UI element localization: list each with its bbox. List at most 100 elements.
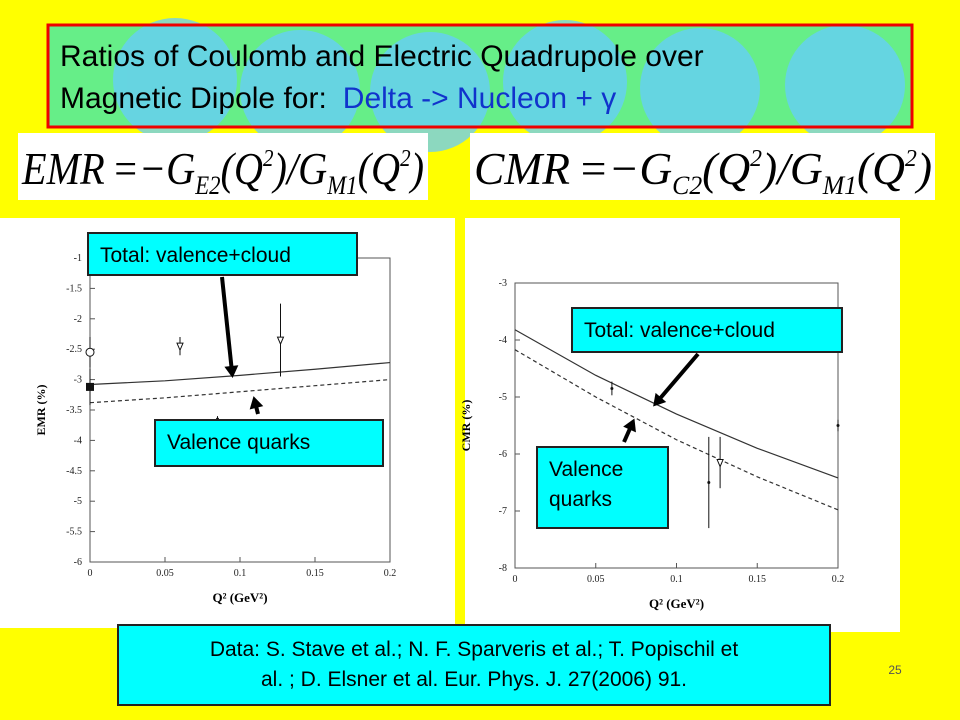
data-point bbox=[610, 386, 614, 390]
x-tick-label: 0.05 bbox=[156, 568, 174, 579]
x-tick-label: 0.1 bbox=[670, 574, 683, 585]
formula-box bbox=[18, 133, 428, 200]
formula: EMR=−GE2(Q2)/GM1(Q2) bbox=[21, 143, 424, 200]
charts: -1 -1.5 -2 -2.5 -3 -3.5 -4 -4.5 -5 -5.5 -6 0 0.05 0.1… bbox=[34, 232, 844, 611]
curve bbox=[514, 349, 839, 511]
data-point bbox=[176, 342, 184, 352]
formula-part: 2 bbox=[400, 146, 411, 172]
title-line: Magnetic Dipole for: Delta -> Nucleon + γ bbox=[60, 82, 616, 115]
title-border bbox=[46, 23, 914, 129]
title-part: Delta -> Nucleon + γ bbox=[343, 82, 616, 115]
formula-part: EMR bbox=[21, 143, 105, 194]
data-point bbox=[836, 424, 840, 427]
x-tick-label: 0.05 bbox=[587, 574, 605, 585]
formula-part: ) bbox=[408, 143, 424, 194]
chart: -1 -1.5 -2 -2.5 -3 -3.5 -4 -4.5 -5 -5.5 -6 0 0.05 0.1… bbox=[34, 232, 397, 605]
formula-part: CMR bbox=[474, 143, 570, 194]
formula-part: −G bbox=[139, 143, 195, 194]
y-tick-label: -2 bbox=[74, 314, 82, 325]
formula-part: (Q bbox=[221, 143, 264, 194]
data-point bbox=[707, 481, 711, 484]
title-decoration bbox=[113, 18, 905, 152]
annotation-text: Valence bbox=[549, 458, 623, 481]
y-tick-label: -3.5 bbox=[66, 405, 82, 416]
x-tick-label: 0 bbox=[513, 574, 518, 585]
title-line: Ratios of Coulomb and Electric Quadrupol… bbox=[60, 40, 704, 73]
formula-part: M1 bbox=[822, 171, 857, 200]
annotation-arrowhead bbox=[623, 418, 636, 433]
annotation-arrowhead bbox=[653, 392, 667, 407]
y-tick-label: -1.5 bbox=[66, 283, 82, 294]
chart: -3 -4 -5 -6 -7 -8 0 0.05 0.1 0.15 0.2 CMR (%) Q² (Ge… bbox=[459, 278, 844, 611]
data-point bbox=[716, 459, 724, 468]
formula-part: (Q bbox=[857, 143, 905, 194]
y-tick-label: -4 bbox=[499, 335, 507, 346]
formula-part: = bbox=[578, 143, 609, 194]
y-tick-label: -3 bbox=[499, 278, 507, 289]
footer-box bbox=[117, 624, 831, 706]
y-tick-label: -4 bbox=[74, 435, 82, 446]
annotation-box bbox=[154, 419, 384, 467]
x-axis-label: Q² (GeV²) bbox=[649, 596, 704, 611]
y-axis-label: CMR (%) bbox=[459, 400, 473, 452]
formula-part: E2 bbox=[194, 171, 220, 200]
title-part: Magnetic Dipole for: bbox=[60, 82, 327, 115]
formula-part: 2 bbox=[750, 146, 762, 172]
page-number: 25 bbox=[888, 663, 902, 677]
x-tick-label: 0.15 bbox=[306, 568, 324, 579]
annotation-text: Total: valence+cloud bbox=[100, 244, 291, 267]
formula-part: 2 bbox=[905, 146, 917, 172]
curve bbox=[514, 329, 839, 479]
y-tick-label: -8 bbox=[499, 563, 507, 574]
data-point bbox=[276, 336, 285, 346]
annotation-text: quarks bbox=[549, 488, 612, 511]
y-tick-label: -5 bbox=[499, 392, 507, 403]
y-tick-label: -5 bbox=[74, 496, 82, 507]
y-tick-label: -5.5 bbox=[66, 527, 82, 538]
x-tick-label: 0.2 bbox=[384, 568, 397, 579]
y-axis-label: EMR (%) bbox=[34, 385, 48, 436]
footer-line: Data: S. Stave et al.; N. F. Sparveris e… bbox=[210, 638, 739, 661]
annotation-box bbox=[536, 446, 669, 529]
y-tick-label: -6 bbox=[74, 557, 82, 568]
formula: CMR =−GC2(Q2)/GM1(Q2) bbox=[474, 143, 932, 200]
y-tick-label: -7 bbox=[499, 506, 507, 517]
y-tick-label: -1 bbox=[74, 253, 82, 264]
chart-panel bbox=[465, 218, 900, 632]
annotation-text: Valence quarks bbox=[167, 431, 310, 454]
data-point bbox=[86, 382, 94, 391]
formula-part: M1 bbox=[326, 171, 357, 200]
footer-line: al. ; D. Elsner et al. Eur. Phys. J. 27(… bbox=[261, 668, 687, 691]
x-tick-label: 0.2 bbox=[832, 574, 845, 585]
curve bbox=[89, 361, 391, 386]
y-tick-label: -6 bbox=[499, 449, 507, 460]
formula-box bbox=[470, 133, 935, 200]
formula-part: = bbox=[112, 143, 139, 194]
data-point bbox=[85, 347, 95, 357]
annotation-box bbox=[571, 307, 843, 353]
formula-part: C2 bbox=[672, 171, 702, 200]
y-tick-label: -4.5 bbox=[66, 466, 82, 477]
y-tick-label: -3 bbox=[74, 375, 82, 386]
annotation-arrowhead bbox=[249, 396, 264, 410]
formula-part: (Q bbox=[358, 143, 401, 194]
x-tick-label: 0.1 bbox=[234, 568, 247, 579]
curve bbox=[89, 379, 391, 404]
x-axis-label: Q² (GeV²) bbox=[212, 590, 267, 605]
formula-part: ) bbox=[914, 143, 932, 194]
formula-part: )/G bbox=[271, 143, 327, 194]
title-box: Ratios of Coulomb and Electric Quadrupol… bbox=[46, 18, 914, 152]
y-tick-label: -2.5 bbox=[66, 344, 82, 355]
annotation-text: Total: valence+cloud bbox=[584, 319, 775, 342]
formula-part: (Q bbox=[702, 143, 750, 194]
annotation-box bbox=[87, 232, 358, 276]
annotation-arrow bbox=[655, 352, 700, 404]
x-tick-label: 0 bbox=[88, 568, 93, 579]
annotation-arrowhead bbox=[224, 365, 239, 378]
x-tick-label: 0.15 bbox=[749, 574, 767, 585]
formula-part: )/G bbox=[759, 143, 823, 194]
formula-part: −G bbox=[609, 143, 673, 194]
annotation-arrow bbox=[220, 276, 234, 373]
formula-part: 2 bbox=[263, 146, 274, 172]
